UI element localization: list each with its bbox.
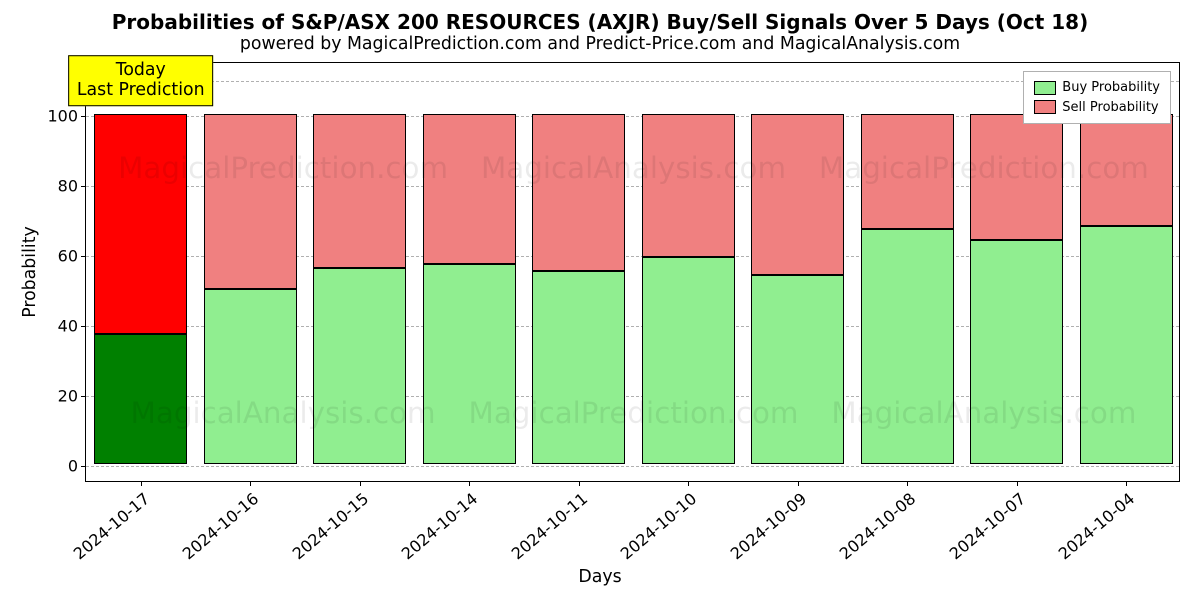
ytick-mark	[81, 256, 86, 257]
buy-bar	[532, 271, 625, 464]
ytick-mark	[81, 466, 86, 467]
annotation-line: Today	[77, 60, 205, 81]
xtick-label: 2024-10-15	[289, 489, 372, 563]
watermark: MagicalAnalysis.com	[481, 151, 786, 185]
ytick-mark	[81, 186, 86, 187]
sell-bar	[313, 114, 406, 268]
buy-bar	[1080, 226, 1173, 464]
xtick-mark	[141, 481, 142, 486]
bar-group	[204, 61, 297, 481]
y-axis-label: Probability	[20, 226, 40, 318]
xtick-label: 2024-10-17	[70, 489, 153, 563]
bar-group	[642, 61, 735, 481]
xtick-label: 2024-10-11	[508, 489, 591, 563]
chart-title: Probabilities of S&P/ASX 200 RESOURCES (…	[0, 10, 1200, 34]
figure: Probabilities of S&P/ASX 200 RESOURCES (…	[0, 0, 1200, 600]
buy-bar	[423, 264, 516, 464]
legend-item: Sell Probability	[1034, 98, 1160, 118]
buy-bar	[861, 229, 954, 464]
ytick-label: 100	[47, 106, 78, 125]
xtick-mark	[798, 481, 799, 486]
buy-bar	[94, 334, 187, 464]
ytick-mark	[81, 396, 86, 397]
xtick-label: 2024-10-09	[727, 489, 810, 563]
sell-bar	[204, 114, 297, 289]
buy-bar	[642, 257, 735, 464]
watermark: MagicalPrediction.com	[469, 396, 799, 430]
xtick-mark	[688, 481, 689, 486]
sell-bar	[94, 114, 187, 335]
bar-group	[423, 61, 516, 481]
x-axis-label: Days	[0, 567, 1200, 587]
ytick-mark	[81, 326, 86, 327]
legend-swatch	[1034, 81, 1056, 95]
sell-bar	[861, 114, 954, 230]
plot-area: 0204060801002024-10-172024-10-162024-10-…	[85, 62, 1180, 482]
buy-bar	[204, 289, 297, 464]
ytick-mark	[81, 116, 86, 117]
sell-bar	[423, 114, 516, 265]
bar-group	[1080, 61, 1173, 481]
legend-label: Buy Probability	[1062, 78, 1160, 98]
xtick-mark	[1017, 481, 1018, 486]
legend-item: Buy Probability	[1034, 78, 1160, 98]
ytick-label: 80	[58, 176, 78, 195]
legend-label: Sell Probability	[1062, 98, 1158, 118]
xtick-label: 2024-10-07	[946, 489, 1029, 563]
sell-bar	[751, 114, 844, 275]
bar-group	[751, 61, 844, 481]
bar-group	[861, 61, 954, 481]
chart-subtitle: powered by MagicalPrediction.com and Pre…	[0, 34, 1200, 54]
sell-bar	[1080, 114, 1173, 226]
xtick-label: 2024-10-16	[179, 489, 262, 563]
sell-bar	[642, 114, 735, 258]
xtick-mark	[579, 481, 580, 486]
buy-bar	[970, 240, 1063, 464]
xtick-label: 2024-10-10	[617, 489, 700, 563]
sell-bar	[532, 114, 625, 272]
xtick-mark	[469, 481, 470, 486]
xtick-mark	[907, 481, 908, 486]
ytick-label: 60	[58, 246, 78, 265]
ytick-label: 0	[68, 456, 78, 475]
xtick-mark	[250, 481, 251, 486]
buy-bar	[313, 268, 406, 464]
ytick-label: 20	[58, 386, 78, 405]
annotation-line: Last Prediction	[77, 81, 205, 102]
legend-swatch	[1034, 100, 1056, 114]
xtick-label: 2024-10-04	[1055, 489, 1138, 563]
xtick-label: 2024-10-14	[398, 489, 481, 563]
bar-group	[970, 61, 1063, 481]
sell-bar	[970, 114, 1063, 240]
bar-group	[532, 61, 625, 481]
ytick-label: 40	[58, 316, 78, 335]
xtick-mark	[360, 481, 361, 486]
bar-group	[94, 61, 187, 481]
xtick-mark	[1126, 481, 1127, 486]
today-annotation: TodayLast Prediction	[68, 55, 214, 107]
bar-group	[313, 61, 406, 481]
xtick-label: 2024-10-08	[836, 489, 919, 563]
legend: Buy ProbabilitySell Probability	[1023, 71, 1171, 124]
buy-bar	[751, 275, 844, 464]
